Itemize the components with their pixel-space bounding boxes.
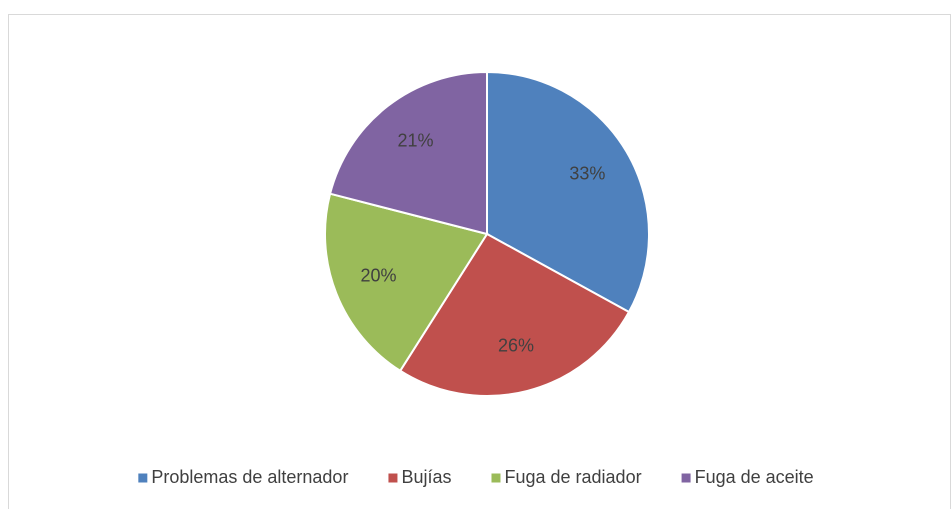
data-label: 20%	[361, 266, 397, 286]
data-label: 26%	[498, 336, 534, 356]
data-label: 33%	[569, 163, 605, 183]
data-label: 21%	[397, 131, 433, 151]
legend-label: Fuga de radiador	[504, 467, 641, 487]
legend-label: Problemas de alternador	[151, 467, 348, 487]
pie-slice	[324, 192, 489, 373]
legend-label: Fuga de aceite	[695, 467, 814, 487]
pie-slice	[398, 232, 631, 397]
chart-border	[8, 14, 951, 514]
pie-slice	[486, 70, 650, 314]
legend-swatch	[138, 473, 148, 483]
legend-swatch	[491, 473, 501, 483]
legend-swatch	[681, 473, 691, 483]
legend-label: Bujías	[401, 467, 451, 487]
legend-swatch	[388, 473, 398, 483]
pie-slice	[328, 70, 488, 236]
